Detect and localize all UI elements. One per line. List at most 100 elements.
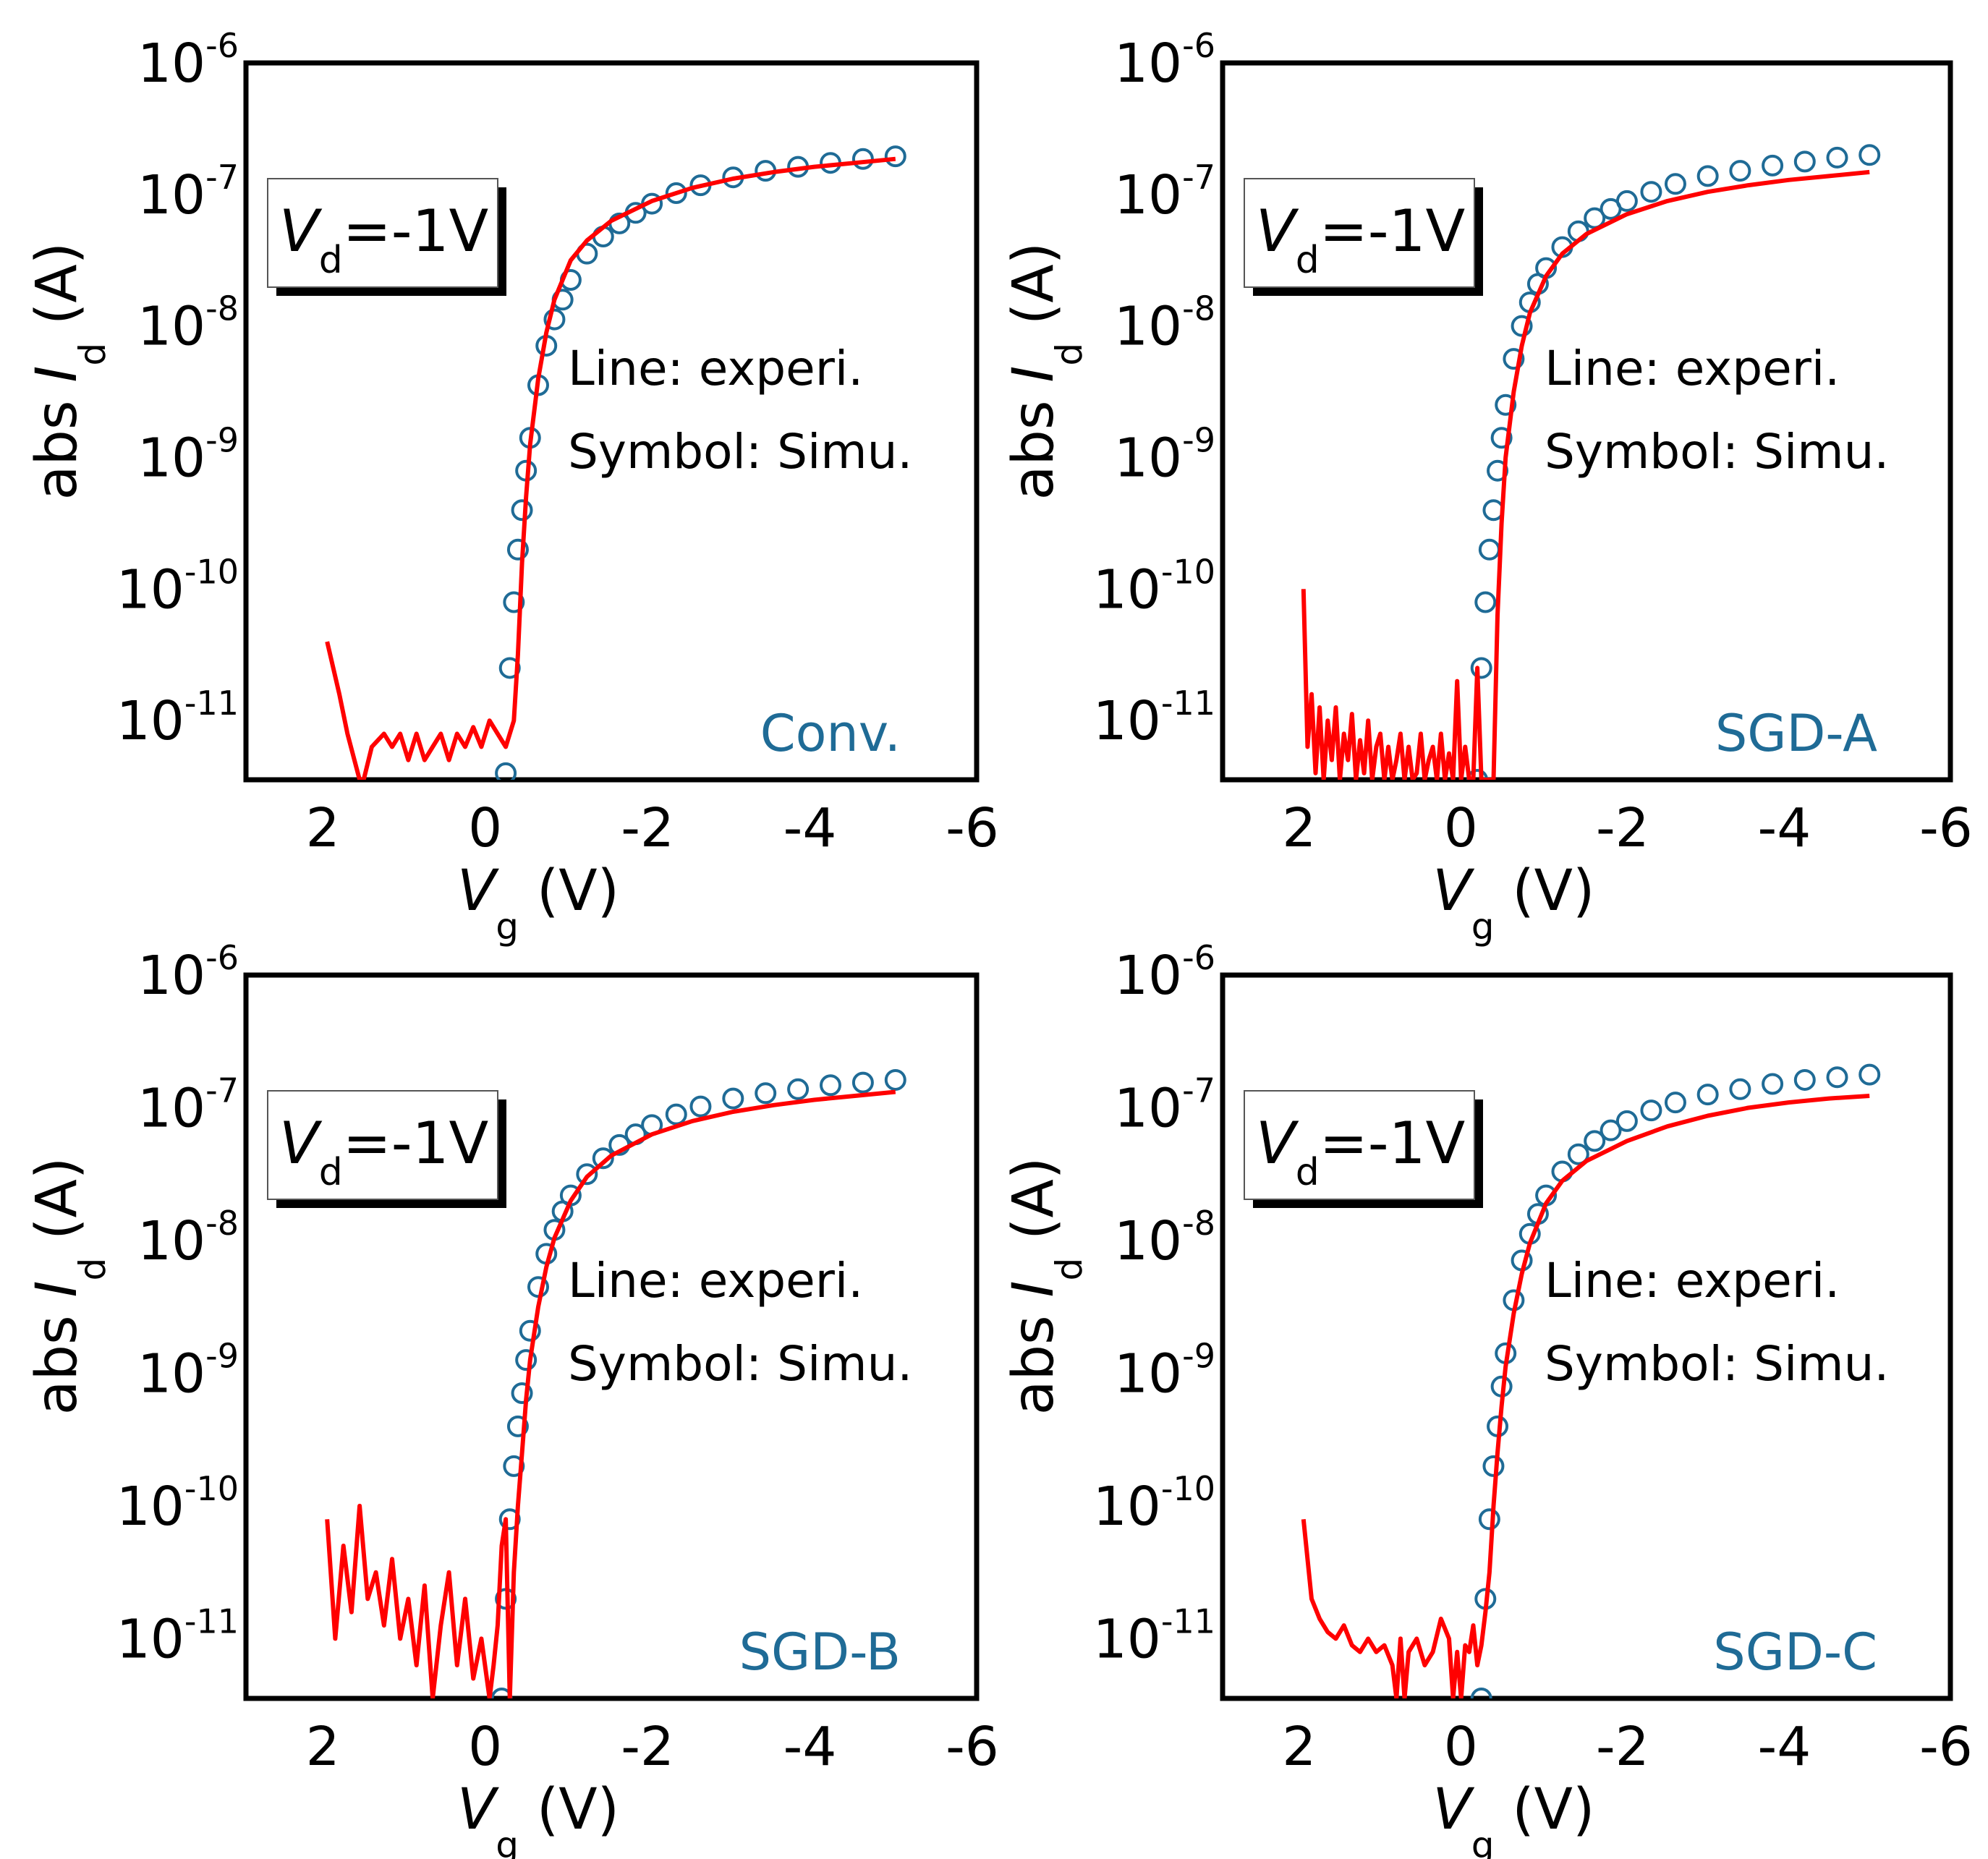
experiment-line: [1301, 169, 1870, 780]
simulation-point: [820, 1074, 841, 1097]
simulation-point: [665, 1103, 687, 1126]
simulation-point: [1567, 1143, 1589, 1165]
y-axis-title: abs Id (A): [25, 1157, 114, 1416]
simulation-point: [1470, 1688, 1492, 1698]
panel-4: 10-6 10-7 10-8 10-9 10-10 10-11 2 0 -2 -4 -6 Vg (V)…: [1001, 938, 1973, 1859]
y-tick-label: 10-8: [137, 1204, 239, 1272]
simulation-point: [1466, 769, 1489, 780]
simulation-point: [1826, 146, 1848, 169]
simulation-point: [543, 308, 566, 331]
bias-label: Vd=-1V: [279, 1110, 489, 1194]
simulation-point: [1470, 657, 1492, 679]
panel-2: 10-6 10-7 10-8 10-9 10-10 10-11 2 0 -2 -4 -6 Vg (V)…: [1001, 26, 1973, 948]
legend-line: Line: experi.: [1545, 1253, 1840, 1309]
x-tick-label: 0: [468, 1716, 502, 1778]
x-tick-label: -4: [1758, 797, 1811, 859]
simulation-point: [506, 1415, 529, 1437]
y-tick-label: 10-7: [1114, 158, 1215, 226]
x-axis-title: Vg (V): [457, 1777, 619, 1859]
y-tick-label: 10-10: [1093, 552, 1215, 621]
y-tick-label: 10-9: [137, 1336, 239, 1405]
x-axis-title: Vg (V): [457, 859, 619, 948]
simulation-point: [1490, 427, 1513, 449]
bias-label: Vd=-1V: [1256, 197, 1466, 282]
simulation-point: [689, 1095, 712, 1118]
panel-1: 10-6 10-7 10-8 10-9 10-10 10-11 2 0 -2 -4 -6 Vg (V)…: [25, 26, 999, 948]
simulation-point: [1482, 1455, 1505, 1477]
simulation-point: [1664, 1092, 1686, 1114]
sample-label: Conv.: [760, 704, 901, 763]
y-axis-title: abs Id (A): [1001, 242, 1090, 501]
simulation-point: [1478, 538, 1500, 561]
y-tick-label: 10-9: [1114, 421, 1215, 490]
y-tick-label: 10-6: [137, 938, 239, 1007]
simulation-point: [851, 1071, 874, 1094]
simulation-point: [511, 499, 533, 522]
simulation-point: [519, 1319, 541, 1342]
plot-frame: [1220, 972, 1953, 1701]
x-tick-label: 2: [1282, 797, 1316, 859]
x-tick-label: 2: [306, 797, 340, 859]
simulation-point: [1859, 1063, 1881, 1086]
x-tick-label: 0: [468, 797, 502, 859]
x-tick-label: -4: [783, 797, 837, 859]
sample-label: SGD-C: [1713, 1622, 1877, 1682]
simulation-point: [787, 1078, 810, 1100]
simulation-point: [506, 538, 529, 561]
simulation-point: [511, 1382, 533, 1404]
plot-frame: [243, 60, 980, 783]
legend-line: Line: experi.: [568, 1253, 863, 1309]
y-tick-label: 10-7: [1114, 1071, 1215, 1139]
y-tick-label: 10-10: [116, 1469, 239, 1538]
simulation-point: [1859, 144, 1881, 166]
x-tick-label: -6: [946, 1716, 999, 1778]
bias-box: [1244, 1090, 1475, 1200]
x-tick-label: 0: [1444, 797, 1478, 859]
y-tick-label: 10-10: [116, 552, 239, 621]
simulation-point: [1729, 160, 1751, 182]
sample-label: SGD-B: [739, 1622, 901, 1682]
simulation-point: [1826, 1066, 1848, 1089]
y-tick-label: 10-6: [137, 26, 239, 95]
x-tick-label: 0: [1444, 1716, 1478, 1778]
x-tick-label: -6: [946, 797, 999, 859]
simulation-point: [1615, 190, 1638, 212]
simulation-point: [665, 182, 687, 205]
panel-3: 10-6 10-7 10-8 10-9 10-10 10-11 2 0 -2 -4 -6 Vg (V)…: [25, 938, 999, 1859]
x-axis-title: Vg (V): [1432, 1777, 1594, 1859]
x-tick-label: -2: [621, 797, 674, 859]
simulation-point: [1793, 1068, 1816, 1091]
simulation-point: [1584, 207, 1606, 229]
simulation-point: [592, 1147, 614, 1170]
experiment-line: [1301, 1094, 1870, 1698]
legend-symbol: Symbol: Simu.: [1545, 424, 1889, 480]
y-tick-label: 10-9: [1114, 1336, 1215, 1405]
x-tick-label: -4: [1758, 1716, 1811, 1778]
simulation-point: [503, 1455, 525, 1477]
simulation-point: [515, 1349, 538, 1371]
simulation-point: [1478, 1508, 1500, 1531]
simulation-point: [755, 1082, 777, 1105]
bias-label: Vd=-1V: [1256, 1110, 1466, 1194]
y-tick-label: 10-8: [137, 289, 239, 358]
y-axis-title: abs Id (A): [25, 242, 114, 501]
simulation-point: [1696, 1084, 1719, 1106]
x-tick-label: -2: [1596, 797, 1649, 859]
y-tick-label: 10-11: [116, 1601, 239, 1670]
simulation-point: [1511, 315, 1533, 337]
y-tick-label: 10-11: [1093, 684, 1215, 752]
y-axis-title: abs Id (A): [1001, 1157, 1090, 1416]
simulation-point: [1696, 165, 1719, 187]
legend-line: Line: experi.: [1545, 341, 1840, 396]
simulation-point: [884, 145, 906, 168]
legend-symbol: Symbol: Simu.: [568, 424, 912, 480]
simulation-point: [495, 762, 517, 780]
y-tick-label: 10-6: [1114, 938, 1215, 1007]
simulation-point: [576, 1163, 598, 1186]
x-tick-label: -4: [783, 1716, 837, 1778]
simulation-point: [1503, 348, 1525, 370]
simulation-point: [1793, 150, 1816, 173]
y-tick-label: 10-9: [137, 421, 239, 490]
experiment-line: [325, 156, 896, 780]
